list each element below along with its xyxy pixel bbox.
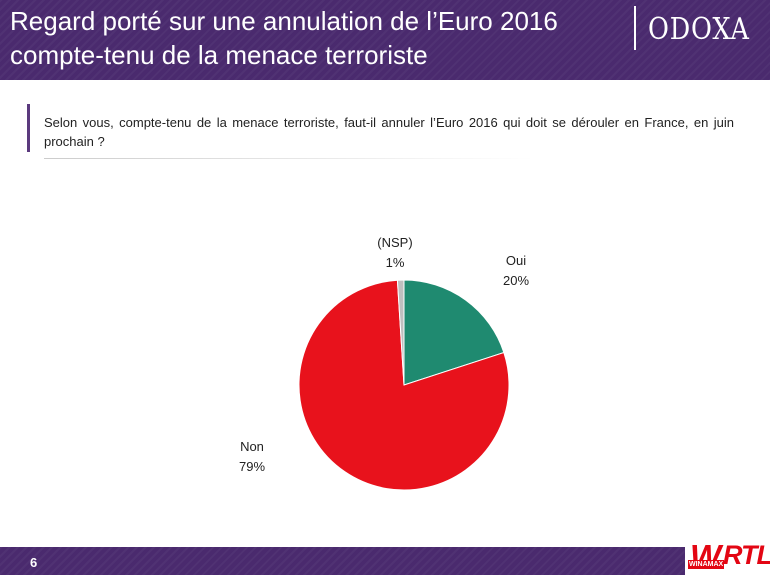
pie-value-non: 79% (239, 459, 265, 474)
pie-slice-nsp (396, 279, 405, 386)
pie-label-oui: Oui (506, 253, 526, 268)
pie-label-non: Non (240, 439, 264, 454)
winamax-logo: W (690, 538, 722, 575)
survey-question: Selon vous, compte-tenu de la menace ter… (44, 115, 734, 149)
rtl-logo: RTL (723, 540, 770, 570)
page-title: Regard porté sur une annulation de l’Eur… (10, 4, 620, 72)
footer-bar (0, 547, 770, 575)
header-bar (0, 0, 770, 80)
question-accent-bar (27, 104, 30, 152)
title-line-2: compte-tenu de la menace terroriste (10, 40, 428, 70)
sponsor-logos (685, 540, 770, 575)
pie-slice-oui (403, 279, 505, 386)
odoxa-logo: ODOXA (648, 12, 750, 47)
pie-label-nsp: (NSP) (377, 235, 412, 250)
title-line-1: Regard porté sur une annulation de l’Eur… (10, 6, 558, 36)
page-number: 6 (30, 555, 38, 570)
logo-divider (634, 6, 636, 50)
question-divider (44, 158, 534, 159)
pie-slice-non (298, 279, 510, 491)
pie-value-nsp: 1% (386, 255, 405, 270)
pie-value-oui: 20% (503, 273, 529, 288)
winamax-logo-text: WINAMAX (688, 560, 725, 569)
